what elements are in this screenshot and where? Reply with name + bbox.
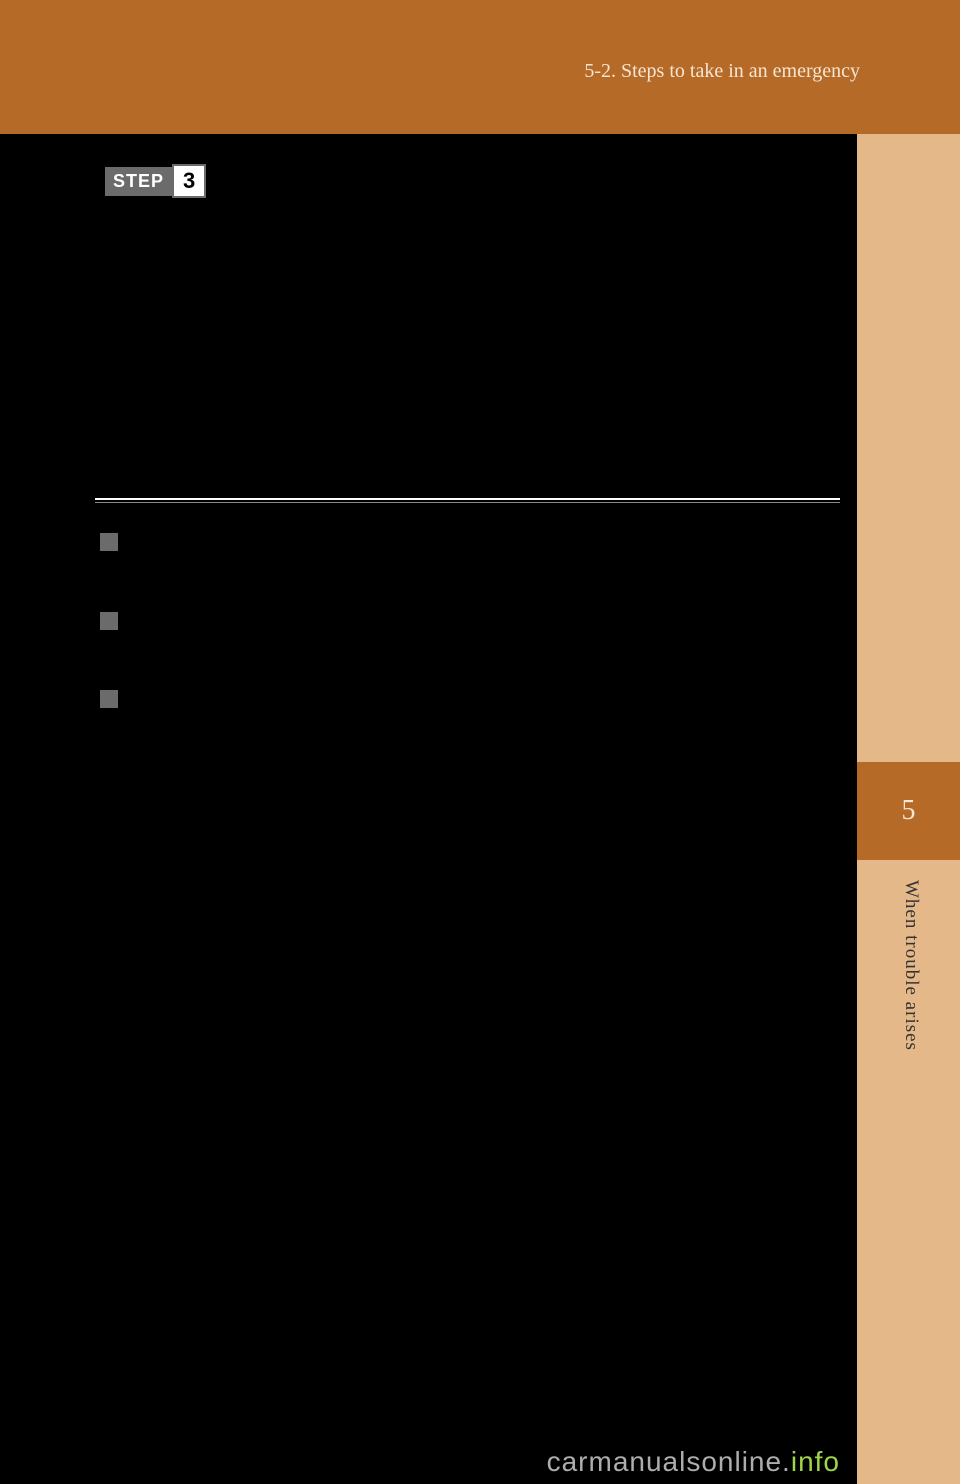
watermark-tld: info — [791, 1446, 840, 1477]
bullet-item — [100, 690, 827, 708]
divider-line — [95, 498, 840, 503]
step-badge: STEP 3 — [105, 164, 206, 198]
chapter-number-badge: 5 — [857, 762, 960, 860]
square-bullet-icon — [100, 533, 118, 551]
watermark: carmanualsonline.info — [547, 1446, 840, 1478]
chapter-number: 5 — [902, 795, 916, 827]
square-bullet-icon — [100, 612, 118, 630]
bullet-item — [100, 611, 827, 629]
section-title: 5-2. Steps to take in an emergency — [584, 60, 860, 83]
bullet-item — [100, 533, 827, 551]
watermark-domain: carmanualsonline. — [547, 1446, 791, 1477]
header-bar: 5-2. Steps to take in an emergency — [0, 0, 960, 134]
chapter-title: When trouble arises — [900, 880, 922, 1051]
page-content: STEP 3 — [0, 134, 857, 798]
square-bullet-icon — [100, 690, 118, 708]
step-label: STEP — [105, 167, 172, 196]
step-number: 3 — [172, 164, 206, 198]
